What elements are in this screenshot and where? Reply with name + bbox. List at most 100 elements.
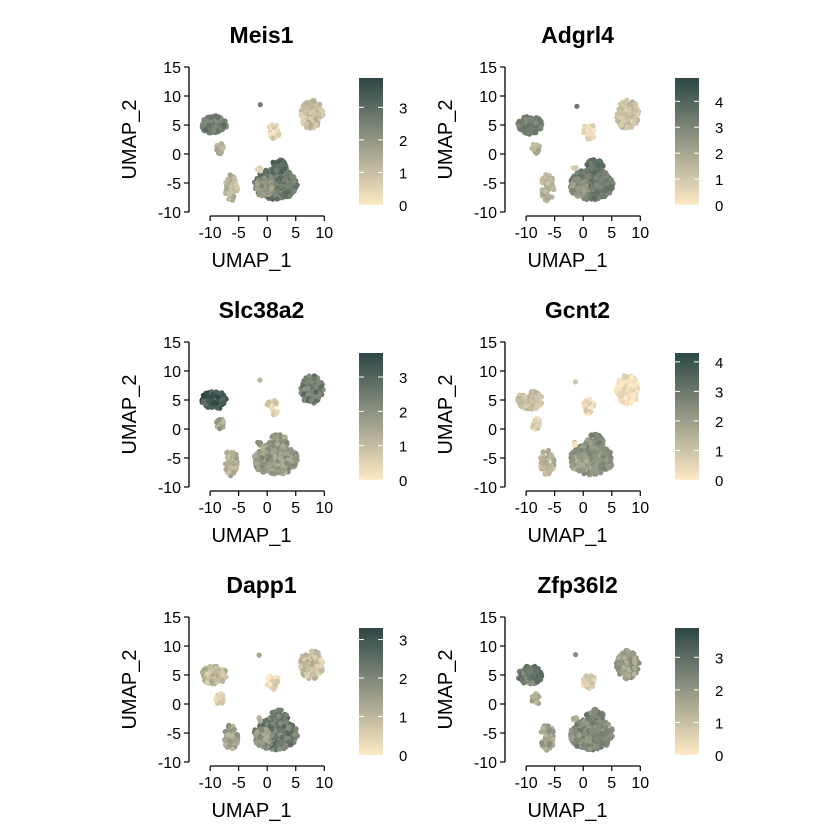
data-point [578,727,584,733]
data-point [632,665,638,671]
data-point [537,669,544,675]
data-point [547,727,553,733]
data-point [211,400,217,406]
data-point [273,411,279,417]
data-point [619,105,625,111]
data-point [589,680,595,687]
data-point [627,101,633,107]
data-point [267,461,273,467]
x-tick-label: 10 [315,775,333,792]
x-tick-label: -10 [199,225,222,242]
data-point [283,735,289,741]
data-point [572,730,579,737]
data-point [220,396,226,402]
data-point [604,463,611,469]
data-point [275,132,281,138]
data-point [521,680,527,686]
y-tick-label: 15 [163,60,181,77]
data-point [299,653,306,659]
data-point [305,392,311,398]
data-point [313,389,319,395]
data-point [224,732,231,738]
y-tick-label: 5 [488,118,497,135]
scatter-points [515,647,642,753]
data-point [582,730,588,737]
data-point [212,676,218,683]
data-point [298,664,304,670]
data-point [618,660,624,666]
data-point [522,394,528,400]
data-point [601,193,608,200]
data-point [585,136,591,142]
data-point [589,720,595,726]
data-point [615,118,621,124]
x-tick-label: -5 [548,775,562,792]
x-tick-label: 5 [607,225,616,242]
panel-title: Zfp36l2 [537,572,618,598]
data-point [275,176,281,183]
data-point [218,141,224,147]
data-point [576,454,582,460]
x-tick-label: -10 [199,500,222,517]
data-point [543,459,549,465]
colorbar-label: 1 [399,165,407,182]
data-point [312,675,318,681]
x-tick-label: 10 [631,500,649,517]
data-point [275,159,281,165]
data-point [276,713,282,719]
colorbar [675,78,699,205]
colorbar [675,353,699,480]
y-tick-label: 0 [172,697,181,714]
colorbar-label: 0 [399,473,407,490]
data-point [519,118,525,124]
data-point [281,723,287,730]
x-tick-label: 5 [291,775,300,792]
data-point [206,122,212,129]
data-point [263,742,269,748]
y-tick-label: -5 [167,451,181,468]
data-point [313,116,319,122]
data-point [294,456,300,462]
data-point [621,655,628,661]
data-point [631,656,637,662]
data-point [255,439,261,445]
data-point [213,696,219,702]
data-point [253,732,259,738]
data-point [320,108,326,114]
y-tick-label: 0 [488,422,497,439]
data-point [312,654,318,661]
x-tick-label: 5 [607,775,616,792]
data-point [532,418,538,424]
data-point [598,177,604,183]
data-point [590,731,596,737]
data-point [607,456,614,462]
colorbar-label: 1 [399,710,407,727]
data-point [257,734,263,740]
data-point [284,183,290,189]
colorbar-label: 0 [715,198,723,215]
data-point [311,376,318,382]
data-point [274,468,280,474]
y-tick-label: 10 [479,364,497,381]
data-point [518,403,524,409]
data-point [523,399,529,405]
data-point [574,103,580,109]
y-tick-label: -5 [167,726,181,743]
data-point [529,125,535,131]
data-point [265,675,271,681]
y-tick-label: -5 [483,176,497,193]
x-axis-title: UMAP_1 [527,800,607,822]
data-point [617,114,623,120]
data-point [540,725,546,731]
data-point [269,470,275,476]
data-point [232,177,238,184]
data-point [311,666,318,672]
data-point [222,737,228,743]
data-point [291,188,297,194]
data-point [605,729,611,735]
x-tick-label: -5 [232,225,246,242]
colorbar-label: 2 [399,133,407,150]
data-point [220,145,226,151]
data-point [278,740,285,746]
data-point [227,743,233,749]
